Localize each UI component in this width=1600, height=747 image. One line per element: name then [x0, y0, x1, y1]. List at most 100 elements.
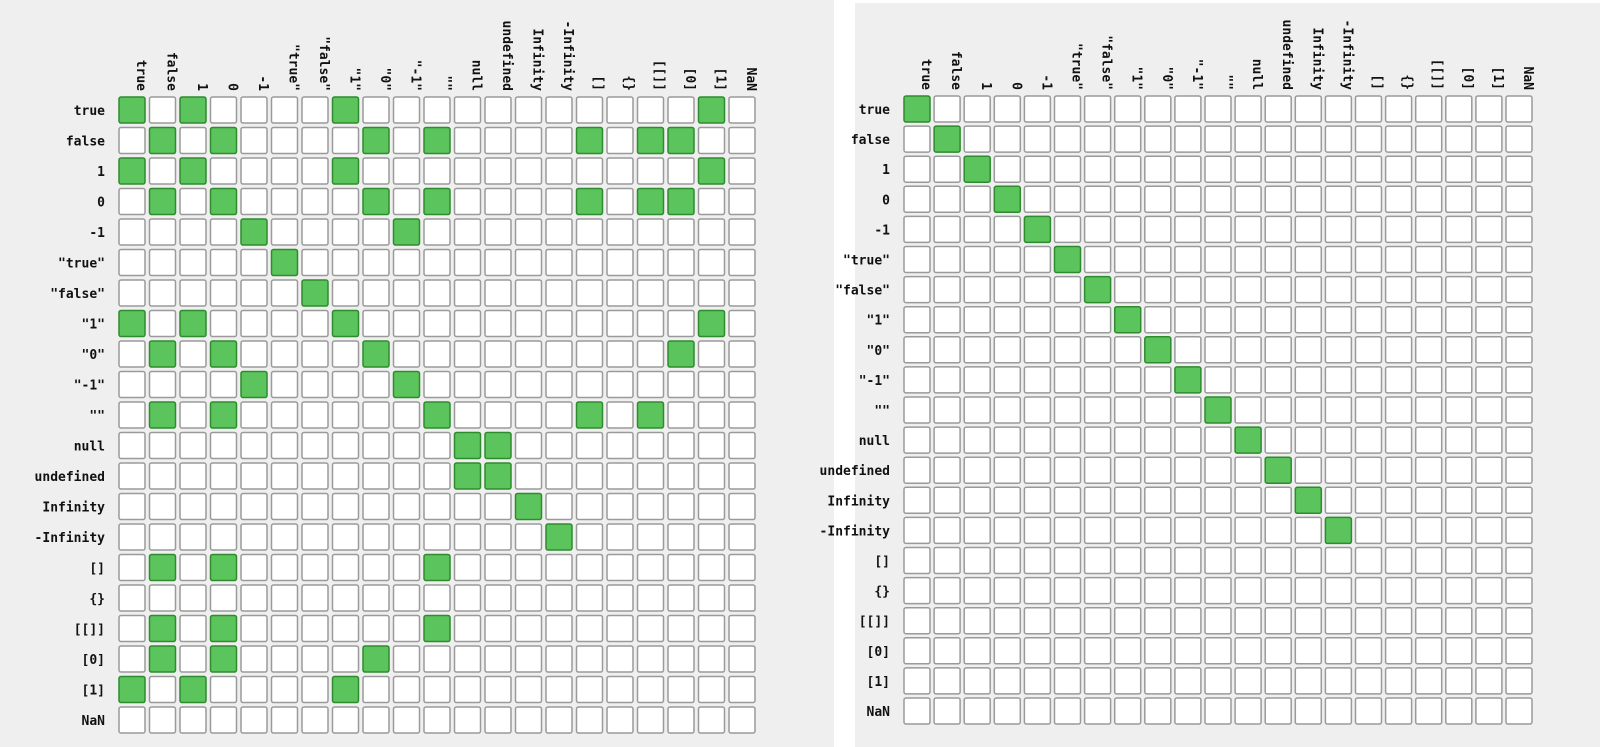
row-label: [] — [89, 562, 105, 577]
row-label: [] — [874, 555, 890, 570]
unequal-cell — [1324, 305, 1353, 334]
unequal-cell — [514, 401, 543, 429]
unequal-cell — [697, 401, 726, 429]
unequal-cell — [484, 157, 512, 185]
unequal-cell — [903, 516, 931, 545]
unequal-cell — [1144, 426, 1172, 454]
unequal-cell — [993, 606, 1022, 635]
unequal-cell — [240, 584, 268, 612]
row-label: [1] — [82, 684, 105, 699]
unequal-cell — [1324, 486, 1353, 515]
equal-cell — [636, 187, 665, 216]
row-label: -Infinity — [35, 531, 106, 546]
col-label: "true" — [286, 44, 301, 91]
unequal-cell — [963, 215, 991, 244]
unequal-cell — [270, 96, 299, 124]
col-label: [1] — [713, 68, 728, 91]
unequal-cell — [1053, 576, 1082, 605]
unequal-cell — [1144, 215, 1172, 244]
unequal-cell — [392, 706, 421, 734]
unequal-cell — [362, 553, 390, 582]
equal-cell — [903, 95, 931, 123]
unequal-cell — [697, 248, 726, 277]
unequal-cell — [148, 370, 177, 399]
unequal-cell — [728, 645, 756, 673]
unequal-cell — [575, 584, 604, 612]
unequal-cell — [636, 675, 665, 704]
unequal-cell — [993, 486, 1022, 515]
unequal-cell — [903, 426, 931, 454]
unequal-cell — [903, 486, 931, 515]
unequal-cell — [392, 492, 421, 521]
equal-cell — [148, 187, 177, 216]
unequal-cell — [1083, 697, 1112, 725]
unequal-cell — [697, 126, 726, 155]
unequal-cell — [1294, 516, 1323, 545]
unequal-cell — [331, 126, 360, 155]
unequal-cell — [1144, 185, 1172, 214]
unequal-cell — [1294, 697, 1323, 725]
unequal-cell — [667, 279, 695, 307]
unequal-cell — [301, 309, 329, 338]
unequal-cell — [933, 637, 961, 665]
unequal-cell — [484, 340, 512, 368]
row-label: NaN — [867, 705, 891, 720]
unequal-cell — [1264, 125, 1292, 153]
unequal-cell — [1234, 336, 1262, 364]
unequal-cell — [606, 492, 634, 521]
unequal-cell — [1354, 305, 1383, 334]
unequal-cell — [1354, 155, 1383, 183]
unequal-cell — [1023, 305, 1052, 334]
unequal-cell — [179, 523, 207, 551]
unequal-cell — [667, 431, 695, 460]
unequal-cell — [392, 401, 421, 429]
unequal-cell — [423, 675, 451, 704]
unequal-cell — [179, 126, 207, 155]
row-label: "0" — [82, 348, 105, 363]
unequal-cell — [148, 279, 177, 307]
unequal-cell — [1174, 396, 1202, 424]
unequal-cell — [484, 218, 512, 246]
row-label: null — [859, 434, 890, 449]
unequal-cell — [392, 248, 421, 277]
unequal-cell — [1354, 396, 1383, 424]
unequal-cell — [270, 126, 299, 155]
unequal-cell — [1324, 275, 1353, 304]
unequal-cell — [1475, 95, 1503, 123]
unequal-cell — [362, 370, 390, 399]
unequal-cell — [963, 426, 991, 454]
unequal-cell — [148, 218, 177, 246]
unequal-cell — [514, 157, 543, 185]
unequal-cell — [331, 401, 360, 429]
unequal-cell — [118, 370, 146, 399]
unequal-cell — [697, 492, 726, 521]
unequal-cell — [667, 553, 695, 582]
unequal-cell — [636, 279, 665, 307]
unequal-cell — [575, 614, 604, 643]
col-label: true — [918, 59, 933, 90]
unequal-cell — [1445, 516, 1473, 545]
unequal-cell — [1174, 275, 1202, 304]
unequal-cell — [1475, 456, 1503, 484]
unequal-cell — [575, 96, 604, 124]
row-label: "1" — [82, 318, 105, 333]
unequal-cell — [118, 645, 146, 673]
unequal-cell — [484, 584, 512, 612]
col-label: 0 — [225, 83, 240, 91]
unequal-cell — [1144, 546, 1172, 575]
unequal-cell — [1083, 516, 1112, 545]
unequal-cell — [270, 614, 299, 643]
unequal-cell — [1083, 95, 1112, 123]
unequal-cell — [1083, 185, 1112, 214]
unequal-cell — [933, 667, 961, 695]
unequal-cell — [1083, 215, 1112, 244]
unequal-cell — [667, 157, 695, 185]
unequal-cell — [993, 396, 1022, 424]
unequal-cell — [1083, 606, 1112, 635]
unequal-cell — [1264, 576, 1292, 605]
unequal-cell — [1053, 456, 1082, 484]
unequal-cell — [240, 675, 268, 704]
unequal-cell — [484, 248, 512, 277]
unequal-cell — [484, 706, 512, 734]
unequal-cell — [636, 462, 665, 490]
